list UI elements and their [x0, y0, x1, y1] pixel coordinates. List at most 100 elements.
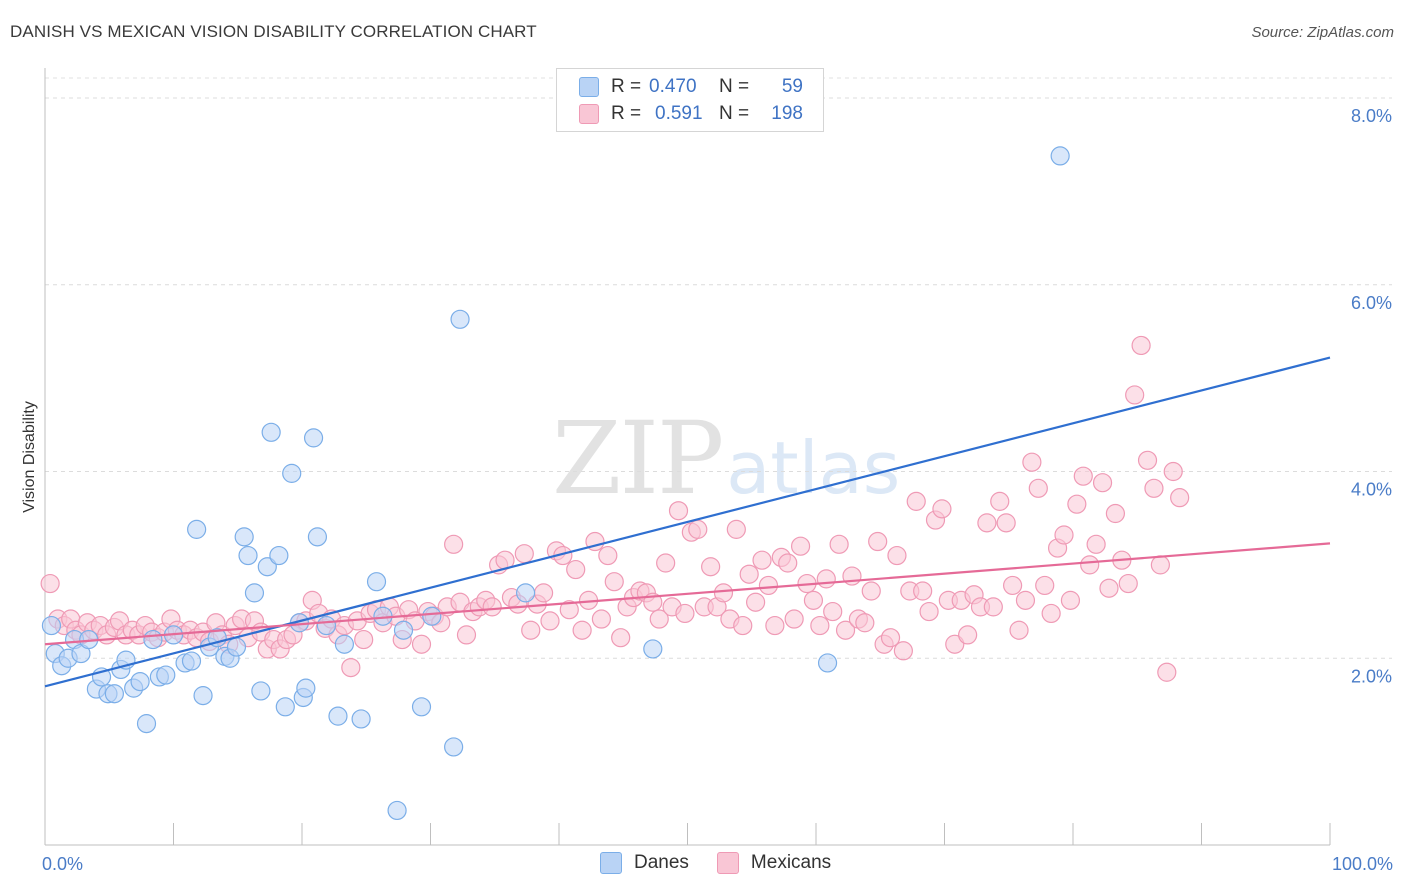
data-point-mexicans: [913, 581, 933, 601]
data-point-mexicans: [1144, 478, 1164, 498]
data-point-mexicans: [1099, 578, 1119, 598]
series-swatch-danes: [600, 852, 622, 874]
points-layer: [40, 146, 1190, 821]
data-point-danes: [41, 615, 62, 636]
data-point-mexicans: [752, 550, 772, 570]
data-point-danes: [296, 678, 316, 698]
data-point-mexicans: [861, 581, 881, 601]
data-point-danes: [351, 709, 371, 729]
data-point-mexicans: [784, 609, 804, 629]
series-label-danes: Danes: [634, 852, 689, 873]
data-point-mexicans: [1105, 503, 1126, 524]
data-point-mexicans: [1150, 555, 1170, 575]
label-layer: 2.0% 4.0% 6.0% 8.0% 0.0% 100.0% Vision Disabil…: [21, 106, 1393, 874]
legend-n-value: 59: [781, 76, 803, 97]
data-point-danes: [422, 606, 442, 626]
data-point-danes: [303, 428, 324, 448]
data-point-mexicans: [746, 592, 766, 612]
data-point-mexicans: [790, 536, 811, 556]
watermark: ZIPatlas: [552, 400, 900, 517]
data-point-mexicans: [572, 620, 592, 640]
watermark-atlas: atlas: [726, 426, 901, 510]
data-point-mexicans: [829, 534, 849, 554]
data-point-mexicans: [765, 615, 785, 636]
y-tick-label: 6.0%: [1351, 293, 1392, 313]
data-point-danes: [261, 422, 281, 442]
data-point-mexicans: [533, 583, 554, 603]
legend-swatch-danes: [579, 77, 599, 97]
data-point-danes: [238, 545, 258, 566]
y-tick-label: 8.0%: [1351, 106, 1392, 126]
data-point-mexicans: [977, 513, 997, 533]
data-point-mexicans: [1015, 590, 1036, 610]
data-point-danes: [444, 737, 464, 757]
data-point-mexicans: [983, 597, 1003, 617]
data-point-mexicans: [444, 534, 464, 554]
data-point-danes: [393, 620, 414, 640]
data-point-danes: [334, 634, 355, 654]
data-point-danes: [251, 681, 271, 701]
data-point-mexicans: [1041, 603, 1061, 624]
data-point-mexicans: [1125, 385, 1145, 405]
series-legend-danes[interactable]: Danes: [600, 852, 689, 874]
data-point-mexicans: [701, 557, 721, 577]
data-point-danes: [104, 684, 124, 704]
data-point-mexicans: [675, 603, 695, 624]
data-point-danes: [817, 653, 838, 673]
data-point-danes: [316, 615, 337, 636]
data-point-mexicans: [591, 609, 612, 629]
data-point-mexicans: [1060, 590, 1081, 610]
legend-swatch-mexicans: [579, 104, 599, 124]
y-tick-label: 4.0%: [1351, 480, 1392, 500]
data-point-mexicans: [540, 611, 560, 631]
data-point-mexicans: [816, 569, 836, 589]
data-point-mexicans: [1028, 478, 1048, 498]
data-point-mexicans: [887, 545, 907, 566]
series-label-mexicans: Mexicans: [750, 852, 832, 873]
data-point-mexicans: [456, 625, 477, 645]
correlation-legend: R = 0.470 N = 59 R = 0.591 N = 198: [556, 68, 824, 132]
data-point-mexicans: [1157, 662, 1177, 682]
y-axis-title: Vision Disability: [21, 401, 38, 513]
data-point-mexicans: [733, 615, 753, 636]
data-point-mexicans: [656, 553, 676, 573]
data-point-mexicans: [1003, 575, 1023, 596]
data-point-danes: [226, 637, 247, 657]
data-point-mexicans: [823, 601, 843, 622]
legend-r-label: R =: [611, 76, 642, 97]
data-point-mexicans: [726, 519, 746, 539]
legend-n-value: 198: [771, 103, 803, 124]
data-point-mexicans: [893, 641, 913, 661]
data-point-mexicans: [649, 609, 669, 629]
data-point-mexicans: [521, 620, 541, 640]
data-point-danes: [193, 686, 213, 706]
data-point-mexicans: [1131, 335, 1151, 356]
data-point-mexicans: [514, 544, 534, 564]
data-point-mexicans: [1118, 573, 1138, 594]
data-point-danes: [387, 800, 407, 821]
chart-title: DANISH VS MEXICAN VISION DISABILITY CORR…: [10, 22, 537, 41]
data-point-mexicans: [810, 615, 830, 636]
data-point-danes: [282, 463, 302, 483]
data-point-mexicans: [919, 601, 939, 622]
legend-r-label: R =: [611, 103, 642, 124]
data-point-danes: [257, 557, 277, 577]
watermark-zip: ZIP: [552, 400, 724, 517]
data-point-danes: [234, 527, 254, 547]
data-point-mexicans: [868, 531, 888, 552]
data-point-danes: [143, 629, 163, 650]
data-point-mexicans: [855, 613, 875, 633]
series-legend-mexicans[interactable]: Mexicans: [716, 852, 832, 874]
data-point-danes: [450, 309, 470, 329]
x-tick-label-max: 100.0%: [1332, 854, 1393, 874]
data-point-mexicans: [1080, 555, 1100, 575]
data-point-danes: [515, 583, 536, 603]
data-point-mexicans: [566, 559, 586, 580]
data-point-danes: [269, 545, 289, 566]
data-point-danes: [643, 639, 663, 659]
data-point-mexicans: [482, 597, 502, 617]
legend-n-label: N =: [719, 103, 750, 124]
trend-layer: [44, 356, 1331, 688]
data-point-mexicans: [1035, 575, 1055, 596]
